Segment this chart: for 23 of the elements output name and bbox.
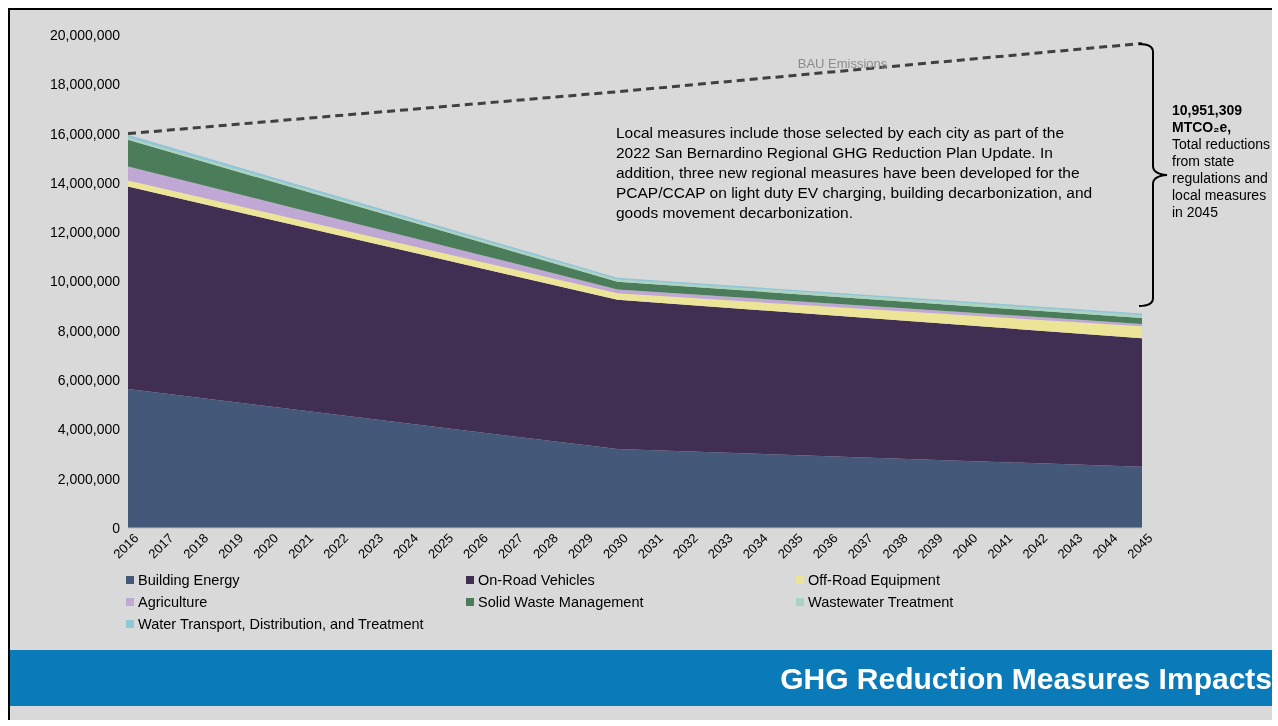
y-tick-label: 10,000,000 xyxy=(49,273,121,290)
series-label: BAU Emissions xyxy=(797,55,888,71)
legend-label: Building Energy xyxy=(137,572,241,588)
legend-label: Agriculture xyxy=(137,594,209,610)
y-tick-label: 2,000,000 xyxy=(57,470,121,487)
y-tick-label: 16,000,000 xyxy=(49,125,121,142)
y-tick-label: 0 xyxy=(112,519,121,536)
y-tick-label: 20,000,000 xyxy=(49,26,121,43)
legend-label: On-Road Vehicles xyxy=(477,572,596,588)
y-tick-label: 14,000,000 xyxy=(49,174,121,191)
y-tick-label: 4,000,000 xyxy=(57,421,121,438)
y-tick-label: 18,000,000 xyxy=(49,76,121,93)
text: GHG Reduction Measures Impacts xyxy=(780,662,1272,696)
legend-label: Solid Waste Management xyxy=(477,594,645,610)
y-tick-label: 6,000,000 xyxy=(57,372,121,389)
text: 10,951,309 MTCO₂e, xyxy=(1172,102,1244,136)
annotation: Local measures include those selected by each city as part of the 2022 San Bernardino Regional GHG Reduction Plan Update. In addition, three new regional measures have been developed for the PCAP/CCAP on light duty EV charging, building decarbonization, and goods movement decarbonization. xyxy=(616,123,1094,223)
legend-label: Water Transport, Distribution, and Treatment xyxy=(137,616,425,632)
y-tick-label: 8,000,000 xyxy=(57,322,121,339)
y-tick-label: 12,000,000 xyxy=(49,224,121,241)
legend-label: Off-Road Equipment xyxy=(807,572,941,588)
text: Total reductions from state regulations and local measures in 2045 xyxy=(1172,136,1272,221)
legend-label: Wastewater Treatment xyxy=(807,594,955,610)
